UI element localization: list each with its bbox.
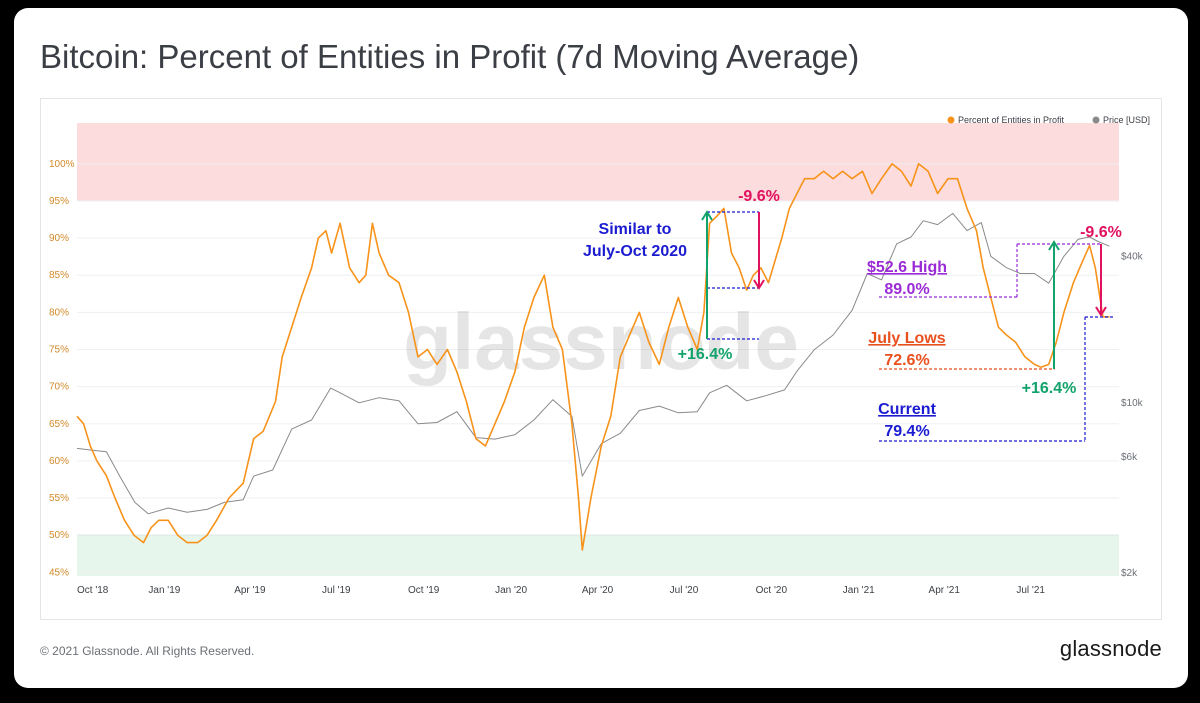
gridlines	[77, 163, 1119, 573]
watermark: glassnode	[403, 297, 799, 386]
annotation-similar: Similar to	[599, 221, 672, 238]
annotation-high-label: $52.6 High	[867, 259, 947, 276]
page-title: Bitcoin: Percent of Entities in Profit (…	[40, 38, 860, 75]
x-tick-label: Oct '19	[408, 585, 440, 596]
brand-logo: glassnode	[1059, 636, 1162, 661]
legend-swatch-price	[1092, 116, 1100, 124]
x-tick-label: Jul '19	[322, 585, 351, 596]
left-tick-label: 95%	[49, 196, 69, 207]
annotation-current-value: 79.4%	[884, 423, 929, 440]
right-tick-label: $2k	[1121, 568, 1138, 579]
left-tick-label: 45%	[49, 567, 69, 578]
x-tick-label: Apr '20	[582, 585, 614, 596]
x-tick-label: Jul '20	[670, 585, 699, 596]
left-axis-ticks: 45% 50% 55% 60% 65% 70% 75% 80% 85% 90% 95% 100%	[49, 159, 75, 578]
x-tick-label: Apr '19	[234, 585, 266, 596]
x-tick-label: Jan '21	[843, 585, 875, 596]
legend-label-profit: Percent of Entities in Profit	[958, 115, 1065, 125]
left-tick-label: 75%	[49, 345, 69, 356]
annotation-high-value: 89.0%	[884, 281, 929, 298]
annotations: Similar to July-Oct 2020 -9.6% +16.4% -9.6% +…	[583, 188, 1122, 442]
copyright: © 2021 Glassnode. All Rights Reserved.	[40, 644, 255, 658]
left-tick-label: 85%	[49, 270, 69, 281]
left-tick-label: 65%	[49, 419, 69, 430]
right-axis-ticks: $2k $6k $10k $40k	[1121, 251, 1144, 579]
x-axis-ticks: Oct '18 Jan '19 Apr '19 Jul '19 Oct '19 Jan '…	[77, 585, 1045, 596]
arrow-up-2020-head	[701, 210, 713, 221]
x-tick-label: Jan '20	[495, 585, 527, 596]
annotation-lows-value: 72.6%	[884, 352, 929, 369]
chart-frame: glassnode 45% 50% 55% 60% 65% 70% 75% 80% 85% 90%…	[40, 98, 1162, 620]
annotation-plus-2020: +16.4%	[678, 346, 733, 363]
left-tick-label: 90%	[49, 233, 69, 244]
profit-line	[76, 163, 1110, 551]
right-tick-label: $40k	[1121, 251, 1144, 262]
legend-swatch-profit	[947, 116, 955, 124]
arrow-down-2020-head	[753, 279, 765, 290]
annotation-minus-2021: -9.6%	[1080, 224, 1122, 241]
x-tick-label: Oct '20	[756, 585, 788, 596]
x-tick-label: Apr '21	[929, 585, 961, 596]
zone-1	[77, 535, 1119, 576]
chart-card: Bitcoin: Percent of Entities in Profit (…	[14, 8, 1188, 688]
annotation-plus-2021: +16.4%	[1022, 380, 1077, 397]
zone-0	[77, 123, 1119, 201]
left-tick-label: 60%	[49, 456, 69, 467]
x-tick-label: Jul '21	[1016, 585, 1045, 596]
right-tick-label: $6k	[1121, 452, 1138, 463]
left-tick-label: 50%	[49, 530, 69, 541]
annotation-current-label: Current	[878, 401, 936, 418]
annotation-lows-label: July Lows	[868, 330, 945, 347]
zones	[77, 123, 1119, 576]
arrow-down-2021-head	[1095, 306, 1107, 317]
left-tick-label: 70%	[49, 382, 69, 393]
left-tick-label: 100%	[49, 159, 75, 170]
annotation-minus-2020: -9.6%	[738, 188, 780, 205]
profit-series	[76, 163, 1110, 551]
left-tick-label: 80%	[49, 307, 69, 318]
legend-label-price: Price [USD]	[1103, 115, 1150, 125]
x-tick-label: Oct '18	[77, 585, 109, 596]
chart-svg: glassnode 45% 50% 55% 60% 65% 70% 75% 80% 85% 90%…	[49, 115, 1150, 596]
legend: Percent of Entities in Profit Price [USD]	[947, 115, 1150, 125]
annotation-july-oct: July-Oct 2020	[583, 243, 687, 260]
x-tick-label: Jan '19	[148, 585, 180, 596]
right-tick-label: $10k	[1121, 398, 1144, 409]
arrow-up-2021-head	[1048, 240, 1060, 251]
left-tick-label: 55%	[49, 493, 69, 504]
